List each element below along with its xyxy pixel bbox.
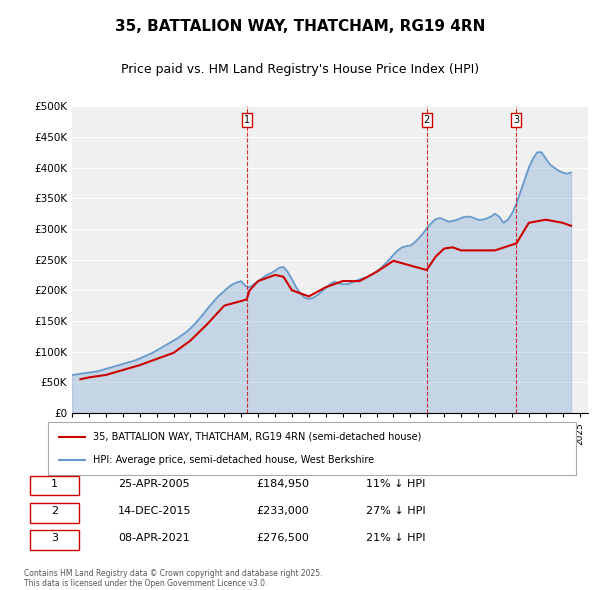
Text: 2: 2	[51, 506, 58, 516]
Text: 2: 2	[424, 116, 430, 126]
Text: 35, BATTALION WAY, THATCHAM, RG19 4RN: 35, BATTALION WAY, THATCHAM, RG19 4RN	[115, 19, 485, 34]
FancyBboxPatch shape	[29, 530, 79, 550]
Text: 27% ↓ HPI: 27% ↓ HPI	[366, 506, 426, 516]
Text: £276,500: £276,500	[256, 533, 309, 543]
FancyBboxPatch shape	[29, 476, 79, 496]
FancyBboxPatch shape	[48, 422, 576, 475]
Text: 14-DEC-2015: 14-DEC-2015	[118, 506, 191, 516]
Text: 1: 1	[244, 116, 250, 126]
Text: 3: 3	[51, 533, 58, 543]
Text: Contains HM Land Registry data © Crown copyright and database right 2025.
This d: Contains HM Land Registry data © Crown c…	[24, 569, 323, 588]
Text: Price paid vs. HM Land Registry's House Price Index (HPI): Price paid vs. HM Land Registry's House …	[121, 63, 479, 76]
Text: 08-APR-2021: 08-APR-2021	[118, 533, 190, 543]
Text: 35, BATTALION WAY, THATCHAM, RG19 4RN (semi-detached house): 35, BATTALION WAY, THATCHAM, RG19 4RN (s…	[93, 432, 421, 442]
Text: 11% ↓ HPI: 11% ↓ HPI	[366, 478, 425, 489]
Text: 1: 1	[51, 478, 58, 489]
Text: £184,950: £184,950	[256, 478, 309, 489]
Text: 21% ↓ HPI: 21% ↓ HPI	[366, 533, 426, 543]
Text: 3: 3	[514, 116, 520, 126]
Text: 25-APR-2005: 25-APR-2005	[118, 478, 190, 489]
FancyBboxPatch shape	[29, 503, 79, 523]
Text: £233,000: £233,000	[256, 506, 308, 516]
Text: HPI: Average price, semi-detached house, West Berkshire: HPI: Average price, semi-detached house,…	[93, 455, 374, 465]
